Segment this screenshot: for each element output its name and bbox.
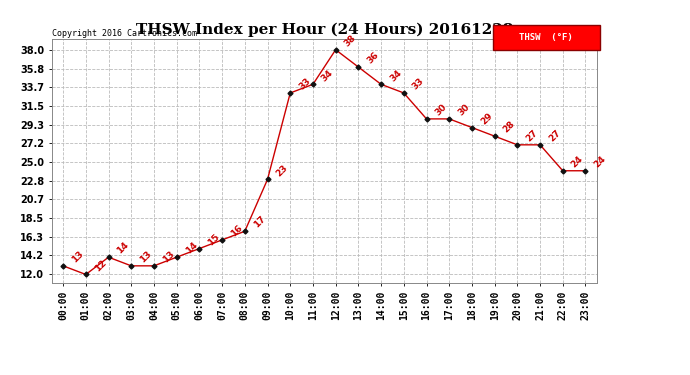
Text: 12: 12 [92,258,108,273]
Text: 30: 30 [433,102,448,117]
Text: 24: 24 [570,154,585,170]
Text: 27: 27 [547,128,562,144]
Text: 14: 14 [115,240,131,256]
Text: 15: 15 [206,232,221,247]
Text: 27: 27 [524,128,540,144]
Text: 14: 14 [184,240,199,256]
Text: 17: 17 [252,214,267,230]
Text: 23: 23 [275,163,290,178]
Text: Copyright 2016 Cartronics.com: Copyright 2016 Cartronics.com [52,29,197,38]
Text: 24: 24 [593,154,608,170]
Text: THSW  (°F): THSW (°F) [520,33,573,42]
Text: 28: 28 [502,120,517,135]
Text: 16: 16 [229,224,244,238]
Text: 13: 13 [161,249,176,264]
Text: 29: 29 [479,111,494,126]
Text: 34: 34 [320,68,335,83]
Text: 33: 33 [297,76,313,92]
Text: 38: 38 [343,33,358,48]
Text: 34: 34 [388,68,404,83]
Text: 13: 13 [138,249,153,264]
Title: THSW Index per Hour (24 Hours) 20161228: THSW Index per Hour (24 Hours) 20161228 [136,22,513,37]
Text: 33: 33 [411,76,426,92]
Text: 36: 36 [365,51,380,66]
FancyBboxPatch shape [493,25,600,50]
Text: 13: 13 [70,249,86,264]
Text: 30: 30 [456,102,471,117]
